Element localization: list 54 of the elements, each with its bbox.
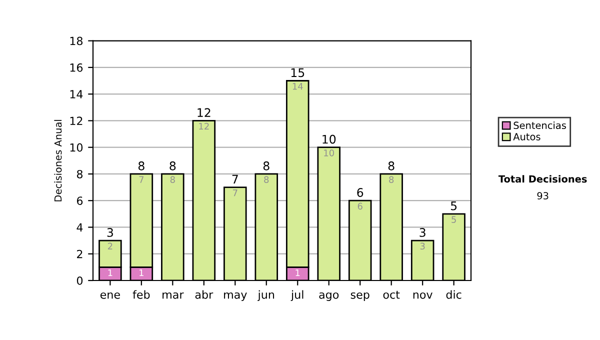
total-label: 7 [232, 174, 238, 184]
y-tick-label: 14 [70, 90, 83, 98]
y-tick-label: 6 [76, 196, 83, 205]
data-label: 14 [292, 83, 303, 90]
y-axis-title: Decisiones Anual [54, 120, 62, 202]
total-label: 6 [357, 188, 364, 197]
text: Total Decisiones [498, 175, 587, 183]
total-label: 3 [420, 228, 426, 237]
data-label: 1 [108, 269, 112, 276]
y-tick-label: 2 [77, 250, 82, 258]
data-label: 12 [199, 122, 209, 130]
y-tick-label: 16 [70, 63, 83, 72]
data-label: 5 [452, 216, 456, 223]
data-label: 1 [296, 269, 300, 276]
data-label: 2 [108, 242, 112, 250]
data-label: 1 [140, 269, 144, 276]
y-tick-label: 8 [76, 170, 83, 178]
y-tick-label: 18 [70, 36, 83, 46]
x-tick-label: jun [258, 290, 274, 301]
x-tick-label: may [224, 292, 247, 301]
x-tick-label: sep [350, 292, 370, 301]
data-label: 10 [324, 149, 334, 156]
data-label: 6 [358, 202, 362, 210]
data-label: 7 [233, 190, 238, 196]
data-label: 8 [389, 176, 394, 183]
x-tick-label: abr [195, 290, 214, 299]
total-label: 15 [291, 68, 304, 78]
x-tick-label: mar [162, 292, 184, 299]
legend-label: Sentencias [514, 122, 566, 130]
total-label: 8 [263, 161, 270, 170]
legend-label: Autos [513, 133, 540, 140]
total-label: 10 [322, 134, 336, 144]
data-label: 8 [264, 176, 269, 183]
x-tick-label: ago [319, 292, 339, 301]
total-label: 12 [198, 108, 210, 117]
total-label: 8 [170, 161, 176, 170]
total-label: 5 [450, 202, 457, 210]
y-tick-label: 12 [70, 116, 82, 125]
x-tick-label: dic [446, 290, 462, 299]
text: 93 [537, 192, 548, 200]
x-tick-label: jul [290, 290, 304, 301]
data-label: 8 [170, 176, 175, 183]
data-label: 3 [420, 242, 425, 250]
y-tick-label: 0 [76, 276, 83, 285]
x-tick-label: oct [383, 290, 400, 299]
data-label: 7 [139, 176, 144, 183]
y-tick-label: 4 [76, 223, 83, 232]
total-label: 8 [138, 161, 144, 170]
total-label: 3 [107, 228, 113, 237]
y-tick-label: 10 [70, 143, 83, 152]
x-tick-label: nov [413, 292, 432, 299]
total-label: 8 [388, 161, 394, 170]
x-tick-label: feb [132, 290, 150, 299]
x-tick-label: ene [100, 292, 120, 299]
